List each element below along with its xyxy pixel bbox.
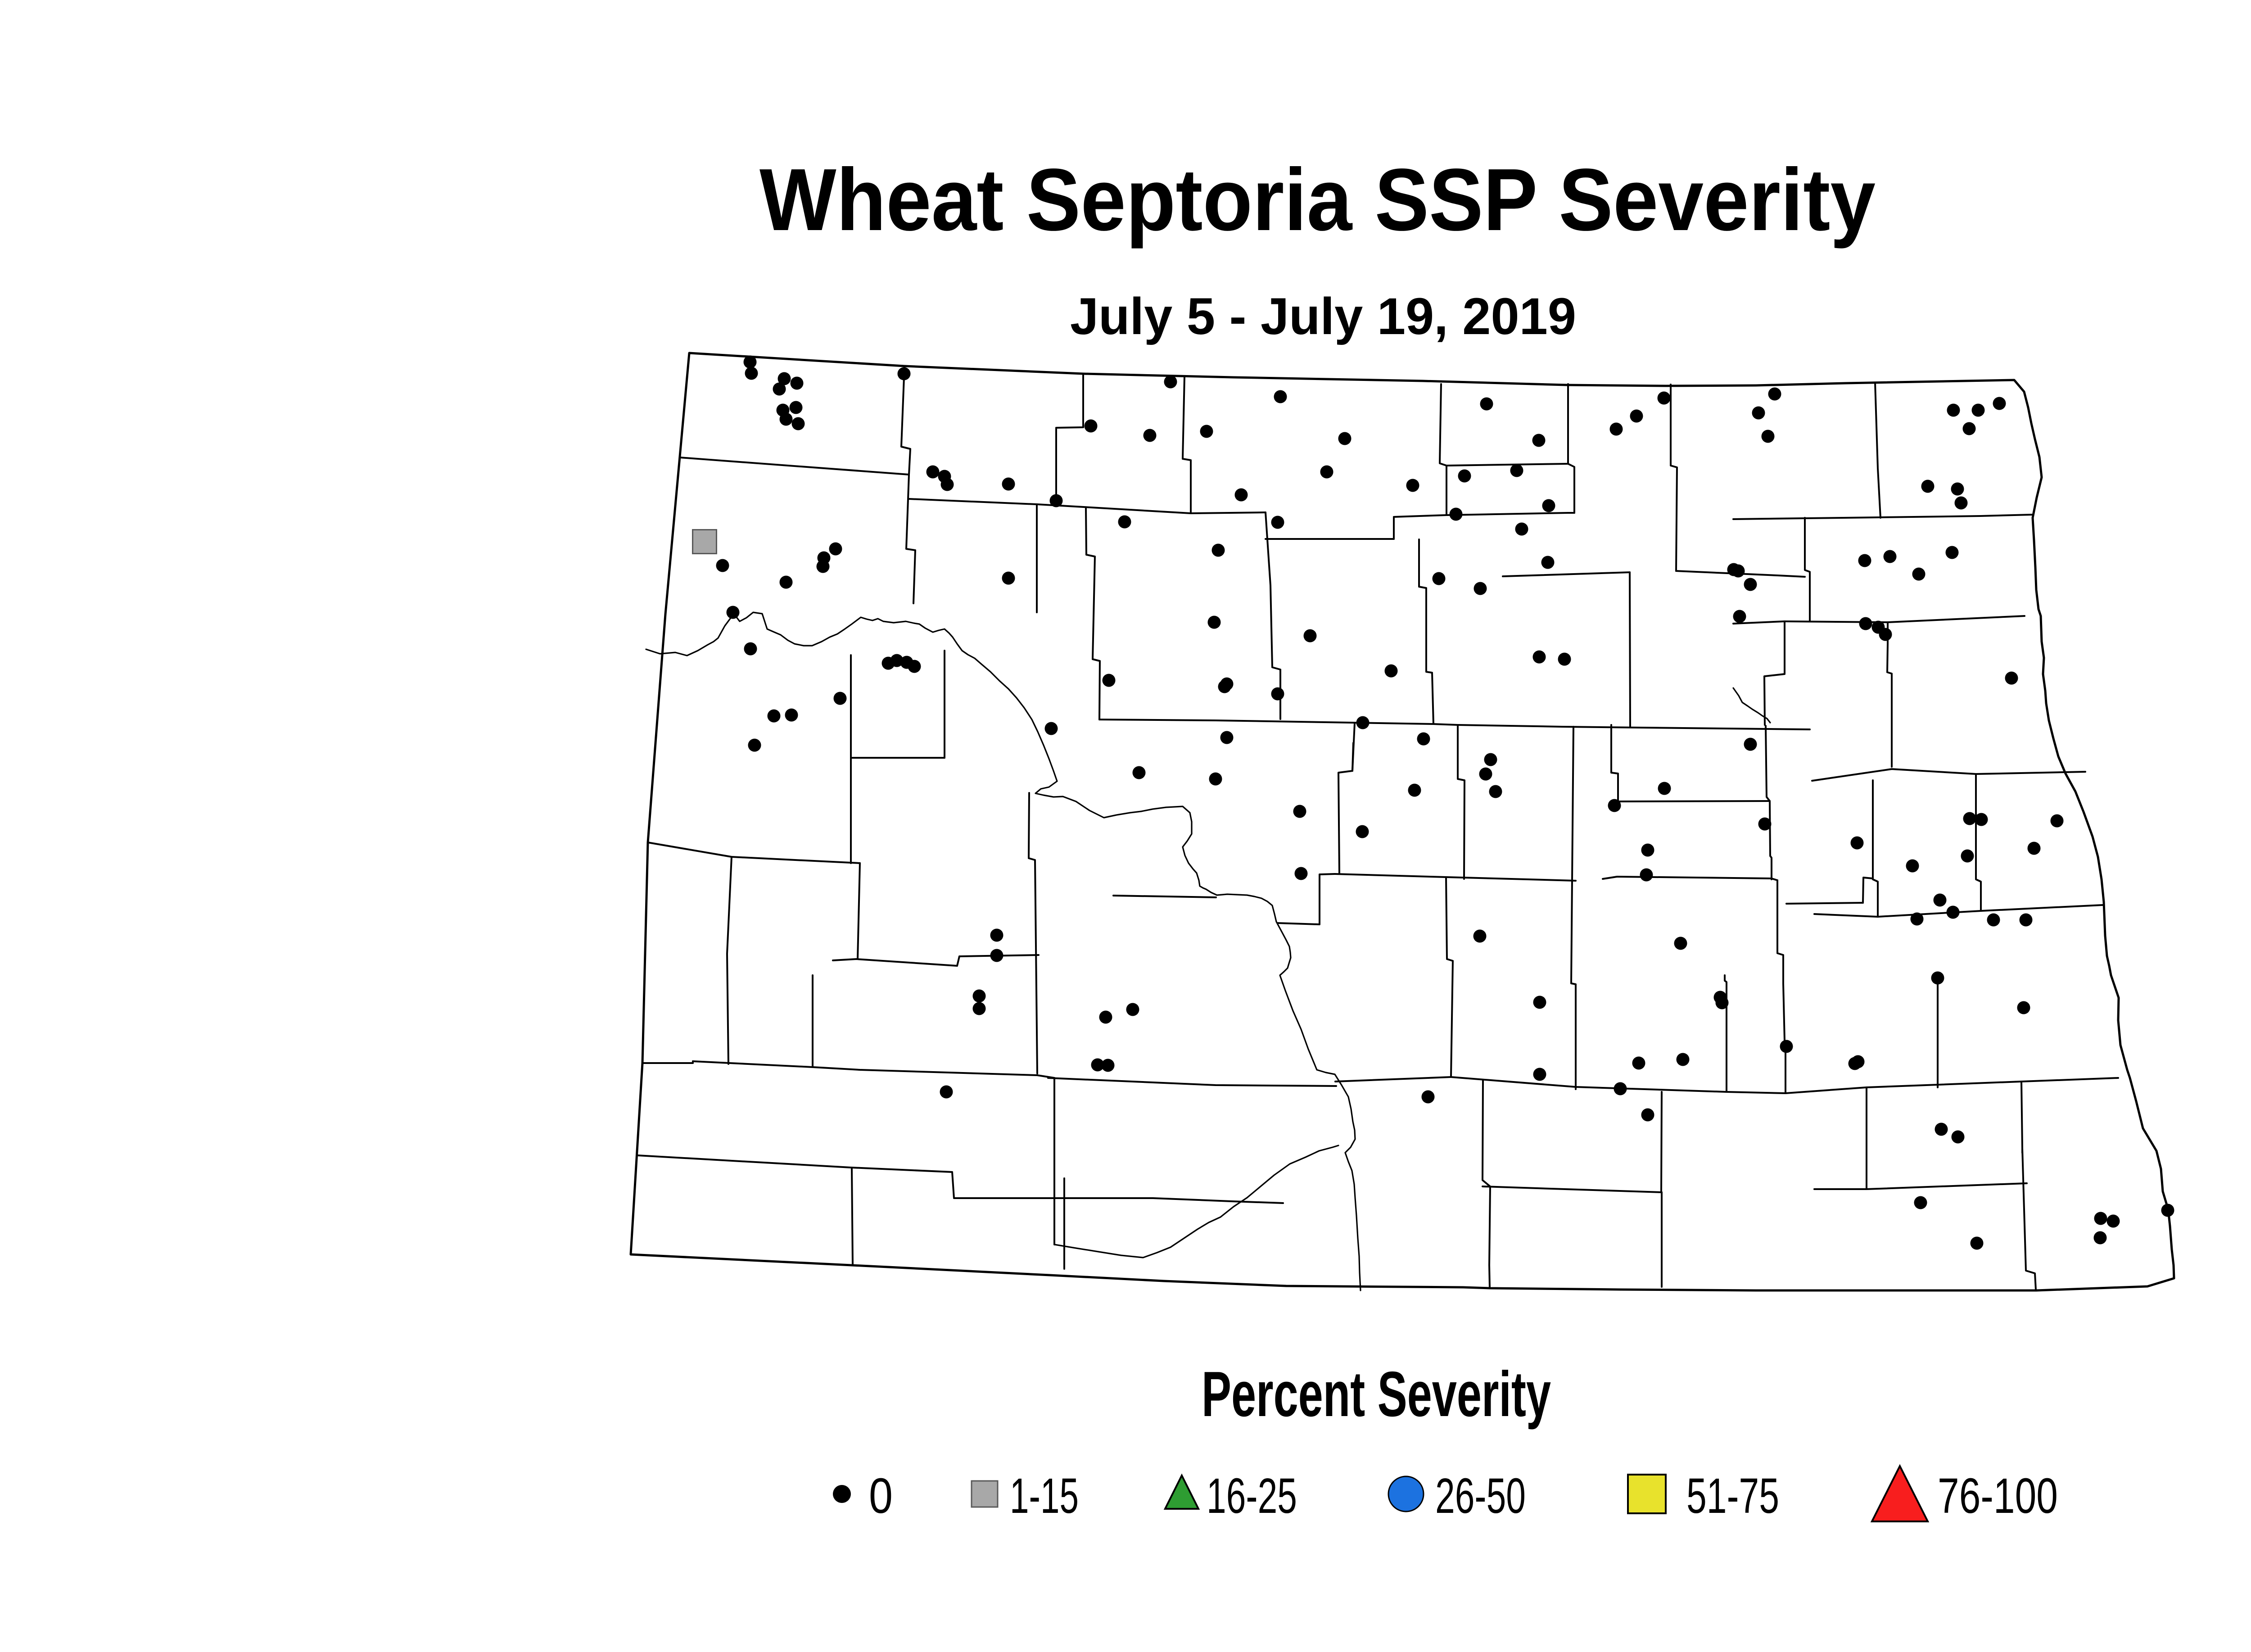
svg-text:76-100: 76-100 [1938, 1468, 2058, 1524]
svg-text:1-15: 1-15 [1010, 1468, 1079, 1524]
svg-text:0: 0 [869, 1468, 893, 1524]
svg-text:Wheat Septoria SSP Severity: Wheat Septoria SSP Severity [759, 150, 1876, 249]
svg-text:July 5 - July 19, 2019: July 5 - July 19, 2019 [1070, 288, 1576, 345]
svg-text:51-75: 51-75 [1686, 1468, 1779, 1524]
svg-text:26-50: 26-50 [1435, 1468, 1526, 1524]
svg-text:Percent Severity: Percent Severity [1202, 1358, 1551, 1430]
svg-text:16-25: 16-25 [1207, 1468, 1297, 1524]
